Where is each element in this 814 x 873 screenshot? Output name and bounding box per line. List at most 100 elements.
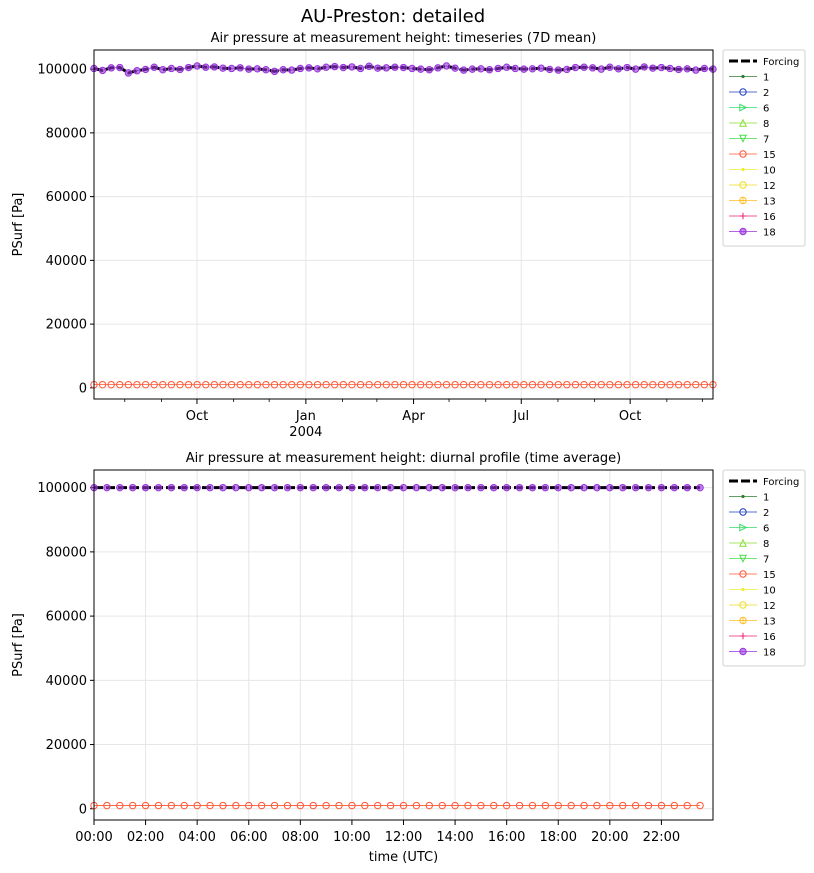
chart1-panel: Air pressure at measurement height: time… bbox=[11, 31, 806, 440]
chart2-legend-marker-7 bbox=[738, 554, 748, 563]
chart2-series-18-point-6 bbox=[167, 483, 176, 492]
chart2-series-15-point-34 bbox=[528, 801, 537, 810]
chart1-legend-label-18: 18 bbox=[763, 228, 776, 239]
chart2-legend-marker-1 bbox=[741, 494, 745, 499]
chart2-legend-marker-18 bbox=[739, 647, 747, 656]
chart1-legend-label-Forcing: Forcing bbox=[763, 57, 799, 68]
chart1-series-18-point-30 bbox=[348, 63, 356, 71]
chart2-series-15-point-24 bbox=[399, 801, 408, 810]
chart2-series-18-point-19 bbox=[335, 483, 343, 492]
chart1-series-18-point-3 bbox=[116, 63, 124, 72]
chart1-series-15-point-52 bbox=[537, 380, 545, 389]
chart2-series-15-point-38 bbox=[580, 801, 588, 810]
chart2-title: Air pressure at measurement height: diur… bbox=[186, 451, 621, 466]
chart1-series-18-point-42 bbox=[451, 64, 459, 72]
chart1-series-18-point-43 bbox=[459, 66, 468, 74]
chart2-series-15-point-5 bbox=[154, 801, 163, 810]
chart1-series-15-point-3 bbox=[116, 380, 124, 389]
chart1-series-15-point-62 bbox=[623, 380, 631, 389]
chart2-ytick-label-1: 20000 bbox=[46, 738, 87, 753]
chart1-series-18-point-22 bbox=[279, 66, 287, 74]
chart2-xtick-label-5: 10:00 bbox=[333, 830, 370, 845]
chart2-legend-marker-12 bbox=[739, 601, 747, 609]
chart1-series-18-point-15 bbox=[219, 64, 227, 72]
chart1-series-18-point-33 bbox=[374, 64, 382, 72]
chart1-legend-marker-6 bbox=[739, 103, 748, 112]
chart2-legend-label-10: 10 bbox=[763, 586, 776, 597]
chart2-series-18-point-46 bbox=[683, 483, 691, 492]
chart1-series-15-point-25 bbox=[305, 380, 313, 389]
chart1-series-15-point-16 bbox=[227, 380, 236, 389]
chart1-series-18-point-29 bbox=[339, 63, 348, 72]
chart1-series-18-point-70 bbox=[692, 66, 700, 74]
chart2-series-15-point-30 bbox=[477, 801, 485, 810]
chart1-series-15-point-49 bbox=[511, 380, 519, 389]
chart1-series-18-point-60 bbox=[606, 63, 614, 71]
chart1-series-15-point-59 bbox=[597, 380, 605, 389]
chart2-series-18-point-14 bbox=[270, 483, 279, 492]
chart1-ytick-label-1: 20000 bbox=[46, 318, 87, 333]
chart1-series-15-point-37 bbox=[408, 380, 416, 389]
chart2-legend-label-12: 12 bbox=[763, 601, 776, 612]
chart1-legend-label-2: 2 bbox=[763, 88, 769, 99]
chart2-legend-label-18: 18 bbox=[763, 648, 776, 659]
chart1-series-18-point-49 bbox=[511, 64, 519, 73]
chart1-series-18-point-35 bbox=[391, 63, 399, 71]
chart1-series-18-point-56 bbox=[571, 63, 580, 72]
chart1-series-15-point-45 bbox=[477, 380, 485, 389]
chart2-series-18-point-33 bbox=[515, 483, 524, 492]
chart1-legend-label-8: 8 bbox=[763, 119, 769, 130]
chart1-series-15-point-66 bbox=[657, 380, 666, 389]
chart2-series-18-point-45 bbox=[670, 483, 679, 492]
chart1-series-15-point-53 bbox=[545, 380, 554, 389]
chart2-series-18-point-20 bbox=[348, 483, 356, 492]
chart1-series-15-point-43 bbox=[459, 380, 468, 389]
chart1-series-15-point-15 bbox=[219, 380, 227, 389]
chart2-series-18-point-28 bbox=[451, 483, 459, 492]
chart1-series-18-point-62 bbox=[623, 63, 631, 72]
chart2-series-18-point-18 bbox=[322, 483, 330, 492]
chart1-legend-label-13: 13 bbox=[763, 197, 776, 208]
chart2-series-15-point-26 bbox=[425, 801, 433, 810]
chart1-series-15-point-64 bbox=[640, 380, 648, 389]
chart2-series-15-point-35 bbox=[541, 801, 550, 810]
chart2-series-15-point-37 bbox=[567, 801, 575, 810]
chart1-frame bbox=[93, 49, 714, 400]
chart1-legend-marker-15 bbox=[739, 150, 747, 158]
chart2-series-15-point-22 bbox=[374, 801, 382, 810]
chart2-series-15-point-19 bbox=[335, 801, 343, 810]
chart2-series-18-point-36 bbox=[554, 483, 562, 492]
chart1-series-15-point-22 bbox=[279, 380, 287, 389]
chart1-legend-marker-8 bbox=[738, 118, 748, 127]
chart1-ylabel: PSurf [Pa] bbox=[11, 193, 26, 257]
chart2-legend-label-16: 16 bbox=[763, 632, 776, 643]
chart1-series-15-point-23 bbox=[288, 380, 296, 389]
chart1-series-18-point-37 bbox=[408, 64, 416, 73]
chart2-xlabel: time (UTC) bbox=[369, 850, 438, 865]
chart1-series-18-point-39 bbox=[425, 66, 433, 74]
chart1-legend-marker-1 bbox=[741, 74, 745, 79]
chart2-series-15-point-3 bbox=[128, 801, 137, 810]
chart2-series-15-point-25 bbox=[412, 801, 421, 810]
chart1-series-15-point-29 bbox=[339, 380, 348, 389]
chart2-ytick-label-5: 100000 bbox=[37, 481, 87, 496]
chart2-series-15-point-47 bbox=[696, 801, 704, 810]
chart1-ytick-label-0: 0 bbox=[79, 381, 87, 396]
chart2-series-18-point-41 bbox=[619, 483, 627, 492]
chart2-xtick-label-8: 16:00 bbox=[488, 830, 525, 845]
chart2-frame bbox=[93, 469, 714, 821]
chart2-legend-label-13: 13 bbox=[763, 617, 776, 628]
chart2-ytick-label-0: 0 bbox=[79, 802, 87, 817]
chart2-series-15-point-39 bbox=[593, 801, 601, 810]
chart2-series-15-point-18 bbox=[322, 801, 330, 810]
chart2-series-18-point-2 bbox=[116, 483, 124, 492]
chart1-series-18-point-61 bbox=[614, 65, 623, 73]
chart2-legend-marker-10 bbox=[741, 587, 745, 592]
chart1-series-15-point-30 bbox=[348, 380, 356, 389]
chart1-series-15-point-69 bbox=[683, 380, 691, 389]
chart2-series-18-point-15 bbox=[283, 483, 292, 492]
chart2-legend-marker-2 bbox=[739, 508, 747, 516]
chart1-series-15-point-8 bbox=[159, 380, 167, 389]
